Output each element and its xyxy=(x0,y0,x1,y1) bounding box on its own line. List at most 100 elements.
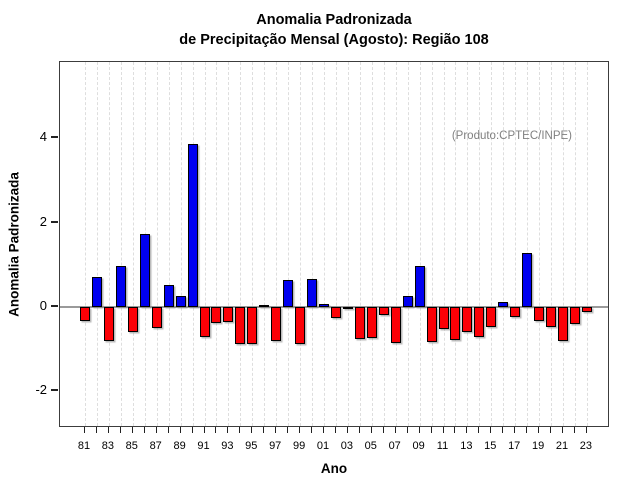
x-tick xyxy=(526,427,528,433)
x-tick xyxy=(95,427,97,433)
x-tick xyxy=(514,427,516,433)
gridline xyxy=(335,62,337,426)
x-tick xyxy=(382,427,384,433)
gridline xyxy=(276,62,278,426)
x-tick xyxy=(227,427,229,433)
gridline xyxy=(491,62,493,426)
x-tick xyxy=(478,427,480,433)
bar-20 xyxy=(546,307,557,328)
x-tick-label: 03 xyxy=(340,440,354,452)
chart-title: Anomalia Padronizada de Precipitação Men… xyxy=(59,10,609,50)
bar-23 xyxy=(581,307,592,312)
gridline xyxy=(551,62,553,426)
x-tick-label: 11 xyxy=(436,440,449,452)
bar-21 xyxy=(558,307,568,341)
bar-85 xyxy=(127,307,138,333)
x-tick xyxy=(287,427,289,433)
gridline xyxy=(288,62,290,426)
y-tick-label: 2 xyxy=(39,213,47,229)
x-tick-label: 21 xyxy=(555,440,569,452)
gridline xyxy=(455,62,457,426)
x-tick-label: 95 xyxy=(245,440,258,452)
x-tick-label: 01 xyxy=(316,440,330,452)
x-tick-label: 93 xyxy=(221,440,234,452)
bar-96 xyxy=(259,304,270,307)
x-tick xyxy=(573,427,575,433)
bar-06 xyxy=(378,307,389,315)
bar-88 xyxy=(163,285,174,307)
bar-05 xyxy=(366,307,377,339)
x-tick xyxy=(191,427,193,433)
bar-09 xyxy=(414,265,425,307)
x-tick xyxy=(239,427,241,433)
x-tick xyxy=(119,427,121,433)
x-tick xyxy=(406,427,408,433)
bar-86 xyxy=(139,234,150,307)
gridline xyxy=(228,62,230,426)
bar-90 xyxy=(187,144,198,307)
x-tick xyxy=(370,427,372,433)
source-annotation: (Produto:CPTEC/INPE) xyxy=(451,130,572,142)
gridline xyxy=(563,62,564,426)
y-tick xyxy=(51,136,58,139)
x-tick xyxy=(299,427,301,433)
x-tick-label: 23 xyxy=(579,440,593,452)
gridline xyxy=(539,62,541,426)
x-tick-label: 97 xyxy=(269,440,282,452)
x-tick xyxy=(275,427,277,433)
x-tick xyxy=(454,427,456,433)
bar-95 xyxy=(247,307,258,344)
x-tick xyxy=(585,427,587,433)
gridline xyxy=(586,62,588,426)
gridline xyxy=(252,62,254,426)
gridline xyxy=(312,62,314,426)
bar-19 xyxy=(534,307,545,321)
x-tick-label: 09 xyxy=(412,440,425,452)
x-tick xyxy=(550,427,552,433)
x-tick xyxy=(490,427,492,433)
gridline xyxy=(132,62,134,426)
bar-82 xyxy=(91,277,102,307)
gridline xyxy=(216,62,218,426)
x-tick xyxy=(346,427,348,433)
x-tick-label: 89 xyxy=(173,440,186,452)
x-tick xyxy=(323,427,324,433)
y-tick-label: 0 xyxy=(39,298,47,313)
bar-99 xyxy=(295,307,306,344)
x-tick xyxy=(430,427,432,433)
x-tick-label: 15 xyxy=(484,440,497,452)
x-tick xyxy=(418,427,420,433)
x-tick xyxy=(143,427,145,433)
bar-83 xyxy=(103,307,114,341)
x-tick xyxy=(155,427,157,433)
gridline xyxy=(120,62,122,426)
x-axis-title: Ano xyxy=(320,461,348,476)
gridline xyxy=(527,62,529,426)
bar-16 xyxy=(498,301,509,307)
gridline xyxy=(359,62,361,426)
x-tick xyxy=(538,427,540,433)
plot-area: (Produto:CPTEC/INPE) xyxy=(59,61,609,427)
bar-04 xyxy=(354,307,365,340)
gridline xyxy=(371,62,373,426)
gridline xyxy=(419,62,421,426)
gridline xyxy=(264,62,266,426)
gridline xyxy=(240,62,242,426)
x-tick-label: 07 xyxy=(388,440,401,452)
x-tick xyxy=(203,427,205,433)
bar-97 xyxy=(271,307,282,341)
x-tick xyxy=(466,427,468,433)
bar-87 xyxy=(151,307,162,329)
bar-01 xyxy=(319,304,329,307)
bar-10 xyxy=(426,307,437,343)
gridline xyxy=(443,62,445,426)
x-tick-label: 81 xyxy=(77,440,91,452)
gridline xyxy=(467,62,469,426)
x-tick xyxy=(263,427,265,433)
x-tick-label: 87 xyxy=(149,440,162,452)
gridline xyxy=(96,62,98,426)
bar-07 xyxy=(390,307,401,343)
x-tick xyxy=(334,427,336,433)
bar-00 xyxy=(307,278,318,307)
bar-81 xyxy=(80,307,90,321)
